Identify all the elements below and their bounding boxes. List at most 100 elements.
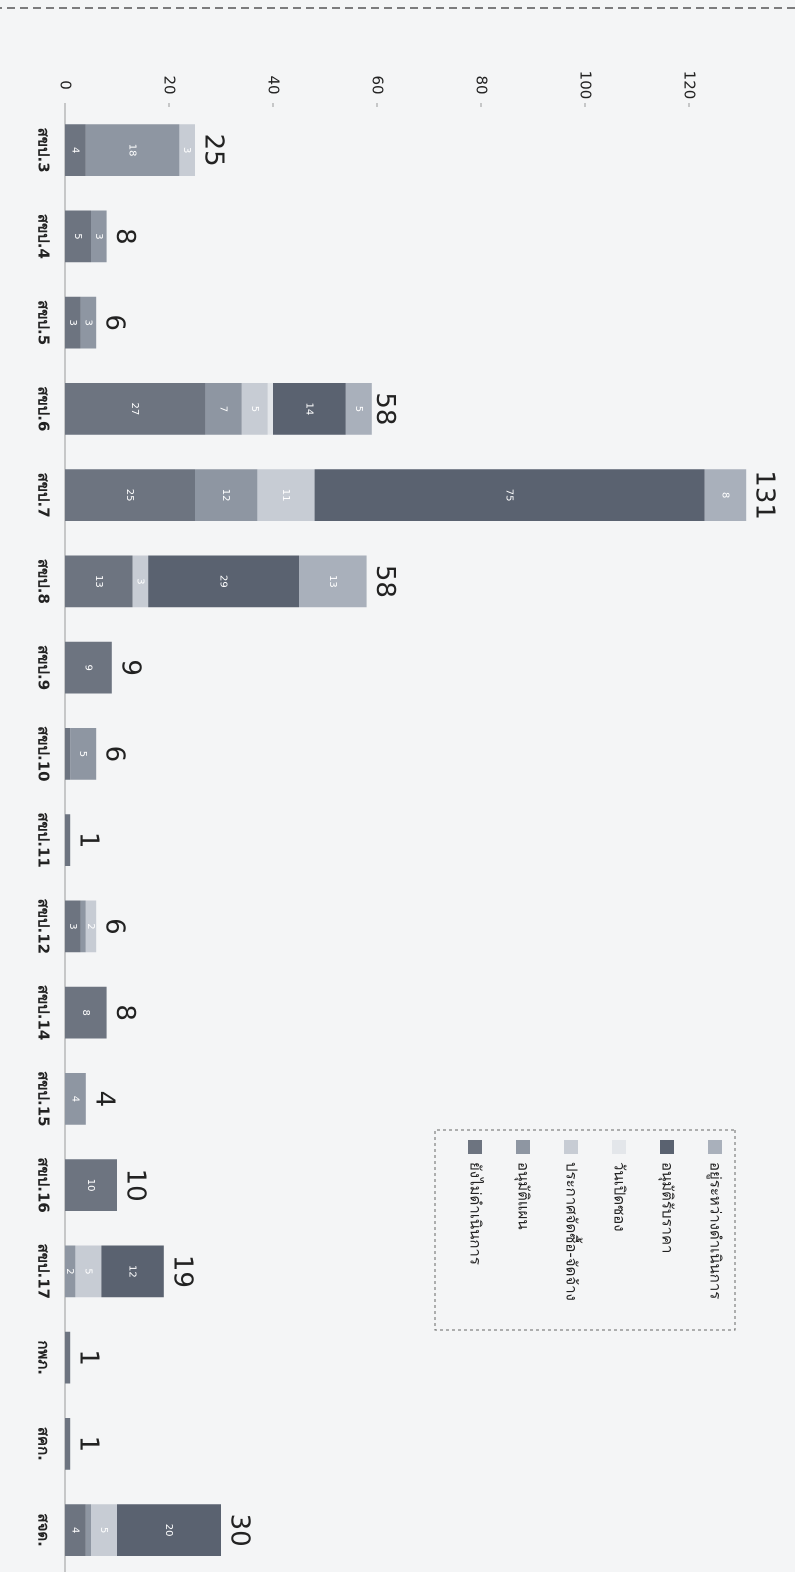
bar-segment	[64, 1504, 86, 1556]
bar-segment	[64, 1073, 86, 1125]
bar-segment	[65, 469, 195, 521]
y-tick-label: 40	[265, 75, 283, 94]
bar-segment	[91, 1504, 117, 1556]
x-tick-label: สขป.17	[35, 1244, 53, 1300]
bar-segment	[70, 728, 97, 780]
bar-segment	[64, 986, 107, 1039]
x-tick-label: สขป.5	[35, 300, 53, 345]
bar-segment	[75, 1245, 102, 1298]
total-label: 8	[110, 228, 140, 245]
segment-label: 14	[303, 403, 314, 416]
x-tick-label: สขป.14	[35, 985, 53, 1041]
bar-segment	[64, 900, 81, 953]
y-tick-label: 20	[161, 75, 179, 94]
bar-segment	[64, 555, 133, 608]
x-tick-label: สขป.9	[35, 645, 53, 690]
bar-segment	[85, 124, 180, 176]
segment-label: 25	[124, 489, 135, 502]
bar-segment	[65, 1245, 76, 1298]
segment-label: 4	[69, 147, 80, 153]
legend-label: วันเปิดซอง	[611, 1162, 629, 1232]
total-label: 10	[121, 1169, 151, 1202]
y-tick-label: 100	[577, 71, 595, 100]
total-label: 1	[74, 832, 104, 849]
bar-segment	[241, 383, 268, 435]
legend-swatch	[468, 1140, 482, 1154]
legend-label: ประกาศจัดซื้อ-จัดจ้าง	[563, 1162, 583, 1301]
y-tick-label: 0	[57, 80, 75, 90]
segment-label: 5	[353, 406, 364, 412]
bar-segment	[345, 383, 372, 435]
x-tick-label: สขป.4	[35, 214, 53, 259]
segment-label: 11	[280, 489, 291, 502]
legend-box	[434, 1129, 736, 1331]
legend-label: อนุมัติรับราคา	[658, 1162, 677, 1253]
legend-swatch	[708, 1140, 722, 1154]
bar-segment	[90, 210, 107, 263]
bar-segment	[65, 728, 71, 780]
bar-segment	[64, 296, 81, 349]
bar-segment	[85, 1504, 91, 1556]
x-tick-label: กพภ.	[35, 1340, 53, 1375]
y-tick-label: 60	[369, 75, 387, 94]
segment-label: 5	[72, 233, 83, 239]
bar-segment	[195, 469, 258, 521]
segment-label: 8	[80, 1009, 91, 1015]
segment-label: 2	[64, 1268, 75, 1274]
bar-segment	[704, 469, 747, 521]
total-label: 8	[110, 1004, 140, 1021]
bar-segment	[267, 383, 273, 435]
bar-segment	[205, 383, 242, 435]
legend-swatch	[612, 1140, 626, 1154]
total-label: 30	[225, 1514, 255, 1547]
total-label: 58	[370, 392, 400, 425]
bar-segment	[101, 1245, 164, 1298]
x-tick-label: สขป.12	[35, 899, 53, 955]
bar-segment	[80, 296, 97, 349]
x-tick-label: สขป.3	[35, 128, 53, 173]
x-tick-label: สขป.11	[35, 812, 53, 868]
total-label: 131	[750, 470, 780, 520]
bar-segment	[65, 210, 91, 263]
segment-label: 3	[82, 319, 93, 325]
y-tick-label: 80	[473, 75, 491, 94]
segment-label: 20	[163, 1524, 174, 1537]
bar-segment	[65, 814, 71, 866]
bar-segment	[117, 1504, 221, 1556]
total-label: 6	[100, 746, 130, 763]
segment-label: 4	[69, 1527, 80, 1533]
total-label: 58	[370, 565, 400, 598]
segment-label: 2	[85, 923, 96, 929]
segment-label: 27	[129, 403, 140, 416]
legend-label: อยู่ระหว่างดำเนินการ	[707, 1162, 725, 1299]
segment-label: 9	[82, 664, 93, 670]
y-tick-label: 120	[681, 71, 699, 100]
segment-label: 3	[93, 233, 104, 239]
segment-label: 75	[504, 489, 515, 502]
legend-swatch	[516, 1140, 530, 1154]
x-tick-label: สขป.6	[35, 386, 53, 431]
bar-segment	[272, 383, 346, 435]
segment-label: 3	[67, 319, 78, 325]
x-tick-label: สจด.	[35, 1513, 53, 1546]
segment-label: 29	[218, 575, 229, 588]
total-label: 25	[199, 134, 229, 167]
bar-segment	[64, 124, 86, 176]
segment-label: 12	[220, 489, 231, 502]
bar-segment	[64, 641, 112, 694]
segment-label: 4	[69, 1096, 80, 1102]
x-tick-label: สขป.7	[35, 473, 53, 518]
total-label: 1	[74, 1349, 104, 1366]
legend-label: อนุมัติแผน	[514, 1162, 533, 1230]
bar-segment	[299, 555, 367, 608]
segment-label: 3	[134, 578, 145, 584]
x-tick-label: สคก.	[35, 1427, 53, 1461]
total-label: 19	[167, 1255, 197, 1288]
segment-label: 5	[77, 751, 88, 757]
segment-label: 5	[82, 1268, 93, 1274]
bar-segment	[65, 1159, 117, 1211]
total-label: 9	[115, 659, 145, 676]
segment-label: 8	[719, 492, 730, 498]
